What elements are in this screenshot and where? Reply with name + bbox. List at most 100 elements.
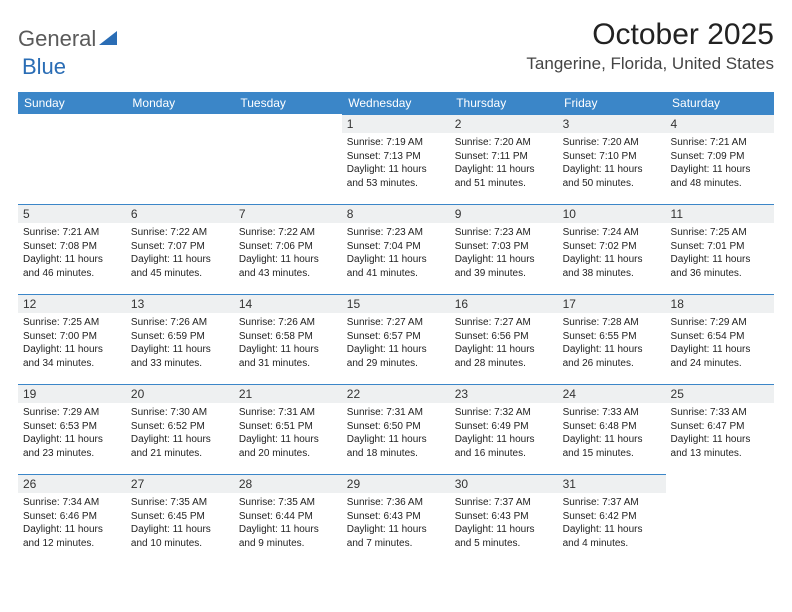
day-header: Friday [558, 92, 666, 114]
day-number: 5 [18, 204, 126, 223]
day-details: Sunrise: 7:28 AMSunset: 6:55 PMDaylight:… [558, 313, 666, 373]
day-details: Sunrise: 7:37 AMSunset: 6:43 PMDaylight:… [450, 493, 558, 553]
calendar-cell: 6Sunrise: 7:22 AMSunset: 7:07 PMDaylight… [126, 204, 234, 294]
day-details: Sunrise: 7:32 AMSunset: 6:49 PMDaylight:… [450, 403, 558, 463]
day-details: Sunrise: 7:21 AMSunset: 7:09 PMDaylight:… [666, 133, 774, 193]
day-details: Sunrise: 7:19 AMSunset: 7:13 PMDaylight:… [342, 133, 450, 193]
day-number: 24 [558, 384, 666, 403]
calendar-cell: 1Sunrise: 7:19 AMSunset: 7:13 PMDaylight… [342, 114, 450, 204]
day-header: Sunday [18, 92, 126, 114]
day-number: 10 [558, 204, 666, 223]
day-number: 16 [450, 294, 558, 313]
day-number: 3 [558, 114, 666, 133]
calendar-cell: 24Sunrise: 7:33 AMSunset: 6:48 PMDayligh… [558, 384, 666, 474]
calendar-cell: 30Sunrise: 7:37 AMSunset: 6:43 PMDayligh… [450, 474, 558, 564]
logo-triangle-icon [99, 29, 117, 50]
day-number: 18 [666, 294, 774, 313]
day-number: 1 [342, 114, 450, 133]
day-details: Sunrise: 7:21 AMSunset: 7:08 PMDaylight:… [18, 223, 126, 283]
day-number: 31 [558, 474, 666, 493]
day-details: Sunrise: 7:37 AMSunset: 6:42 PMDaylight:… [558, 493, 666, 553]
day-details: Sunrise: 7:20 AMSunset: 7:11 PMDaylight:… [450, 133, 558, 193]
day-details: Sunrise: 7:35 AMSunset: 6:44 PMDaylight:… [234, 493, 342, 553]
calendar-cell: 12Sunrise: 7:25 AMSunset: 7:00 PMDayligh… [18, 294, 126, 384]
calendar-cell [18, 114, 126, 204]
calendar-cell: 2Sunrise: 7:20 AMSunset: 7:11 PMDaylight… [450, 114, 558, 204]
calendar-cell: 17Sunrise: 7:28 AMSunset: 6:55 PMDayligh… [558, 294, 666, 384]
calendar-cell: 8Sunrise: 7:23 AMSunset: 7:04 PMDaylight… [342, 204, 450, 294]
day-details: Sunrise: 7:27 AMSunset: 6:57 PMDaylight:… [342, 313, 450, 373]
logo-text-gray: General [18, 26, 96, 52]
day-number: 11 [666, 204, 774, 223]
day-details: Sunrise: 7:26 AMSunset: 6:58 PMDaylight:… [234, 313, 342, 373]
day-details: Sunrise: 7:27 AMSunset: 6:56 PMDaylight:… [450, 313, 558, 373]
day-header: Saturday [666, 92, 774, 114]
location: Tangerine, Florida, United States [526, 54, 774, 74]
day-number: 15 [342, 294, 450, 313]
logo-text-blue: Blue [22, 54, 66, 79]
day-number: 30 [450, 474, 558, 493]
day-number: 27 [126, 474, 234, 493]
title-block: October 2025 Tangerine, Florida, United … [526, 18, 774, 74]
calendar-cell: 3Sunrise: 7:20 AMSunset: 7:10 PMDaylight… [558, 114, 666, 204]
day-details: Sunrise: 7:24 AMSunset: 7:02 PMDaylight:… [558, 223, 666, 283]
day-number: 28 [234, 474, 342, 493]
calendar-cell: 15Sunrise: 7:27 AMSunset: 6:57 PMDayligh… [342, 294, 450, 384]
day-details: Sunrise: 7:36 AMSunset: 6:43 PMDaylight:… [342, 493, 450, 553]
day-details: Sunrise: 7:31 AMSunset: 6:51 PMDaylight:… [234, 403, 342, 463]
day-number: 26 [18, 474, 126, 493]
day-header: Tuesday [234, 92, 342, 114]
calendar-week-row: 1Sunrise: 7:19 AMSunset: 7:13 PMDaylight… [18, 114, 774, 204]
day-details: Sunrise: 7:33 AMSunset: 6:47 PMDaylight:… [666, 403, 774, 463]
day-details: Sunrise: 7:31 AMSunset: 6:50 PMDaylight:… [342, 403, 450, 463]
day-number: 23 [450, 384, 558, 403]
calendar-cell: 29Sunrise: 7:36 AMSunset: 6:43 PMDayligh… [342, 474, 450, 564]
day-details: Sunrise: 7:25 AMSunset: 7:01 PMDaylight:… [666, 223, 774, 283]
day-details: Sunrise: 7:33 AMSunset: 6:48 PMDaylight:… [558, 403, 666, 463]
day-number: 8 [342, 204, 450, 223]
day-details: Sunrise: 7:22 AMSunset: 7:06 PMDaylight:… [234, 223, 342, 283]
day-number: 21 [234, 384, 342, 403]
calendar-week-row: 26Sunrise: 7:34 AMSunset: 6:46 PMDayligh… [18, 474, 774, 564]
day-number: 25 [666, 384, 774, 403]
calendar-cell: 16Sunrise: 7:27 AMSunset: 6:56 PMDayligh… [450, 294, 558, 384]
calendar-cell: 4Sunrise: 7:21 AMSunset: 7:09 PMDaylight… [666, 114, 774, 204]
day-details: Sunrise: 7:35 AMSunset: 6:45 PMDaylight:… [126, 493, 234, 553]
day-header: Thursday [450, 92, 558, 114]
calendar-cell: 11Sunrise: 7:25 AMSunset: 7:01 PMDayligh… [666, 204, 774, 294]
calendar-cell: 5Sunrise: 7:21 AMSunset: 7:08 PMDaylight… [18, 204, 126, 294]
day-number: 7 [234, 204, 342, 223]
day-details: Sunrise: 7:34 AMSunset: 6:46 PMDaylight:… [18, 493, 126, 553]
calendar-cell: 22Sunrise: 7:31 AMSunset: 6:50 PMDayligh… [342, 384, 450, 474]
day-number: 14 [234, 294, 342, 313]
calendar-cell [126, 114, 234, 204]
day-number: 6 [126, 204, 234, 223]
calendar-cell: 13Sunrise: 7:26 AMSunset: 6:59 PMDayligh… [126, 294, 234, 384]
calendar-cell: 20Sunrise: 7:30 AMSunset: 6:52 PMDayligh… [126, 384, 234, 474]
day-details: Sunrise: 7:20 AMSunset: 7:10 PMDaylight:… [558, 133, 666, 193]
day-number: 20 [126, 384, 234, 403]
calendar-week-row: 12Sunrise: 7:25 AMSunset: 7:00 PMDayligh… [18, 294, 774, 384]
calendar-week-row: 5Sunrise: 7:21 AMSunset: 7:08 PMDaylight… [18, 204, 774, 294]
day-details: Sunrise: 7:26 AMSunset: 6:59 PMDaylight:… [126, 313, 234, 373]
calendar-table: SundayMondayTuesdayWednesdayThursdayFrid… [18, 92, 774, 564]
month-title: October 2025 [526, 18, 774, 52]
logo: General [18, 18, 119, 52]
day-header-row: SundayMondayTuesdayWednesdayThursdayFrid… [18, 92, 774, 114]
day-header: Monday [126, 92, 234, 114]
calendar-cell: 28Sunrise: 7:35 AMSunset: 6:44 PMDayligh… [234, 474, 342, 564]
calendar-cell: 10Sunrise: 7:24 AMSunset: 7:02 PMDayligh… [558, 204, 666, 294]
calendar-cell: 14Sunrise: 7:26 AMSunset: 6:58 PMDayligh… [234, 294, 342, 384]
day-number: 29 [342, 474, 450, 493]
day-details: Sunrise: 7:25 AMSunset: 7:00 PMDaylight:… [18, 313, 126, 373]
calendar-cell: 25Sunrise: 7:33 AMSunset: 6:47 PMDayligh… [666, 384, 774, 474]
calendar-cell: 26Sunrise: 7:34 AMSunset: 6:46 PMDayligh… [18, 474, 126, 564]
day-number: 12 [18, 294, 126, 313]
day-details: Sunrise: 7:29 AMSunset: 6:53 PMDaylight:… [18, 403, 126, 463]
calendar-week-row: 19Sunrise: 7:29 AMSunset: 6:53 PMDayligh… [18, 384, 774, 474]
day-number: 19 [18, 384, 126, 403]
day-number: 17 [558, 294, 666, 313]
day-number: 13 [126, 294, 234, 313]
calendar-cell: 9Sunrise: 7:23 AMSunset: 7:03 PMDaylight… [450, 204, 558, 294]
day-details: Sunrise: 7:22 AMSunset: 7:07 PMDaylight:… [126, 223, 234, 283]
